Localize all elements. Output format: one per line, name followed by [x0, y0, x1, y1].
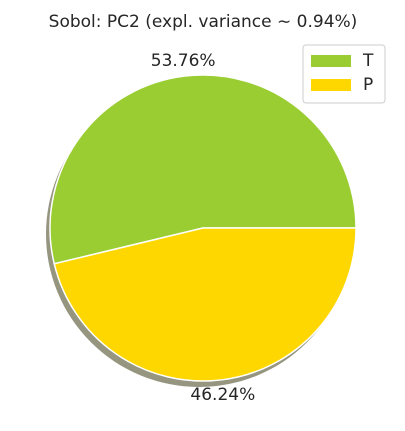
legend-label: P — [363, 75, 373, 95]
chart-title: Sobol: PC2 (expl. variance ∼ 0.94%) — [49, 12, 358, 32]
legend-swatch — [311, 55, 351, 67]
pie-slice — [49, 74, 357, 265]
value-label: 46.24% — [190, 385, 255, 405]
legend: TP — [302, 44, 386, 104]
pie-slice — [53, 227, 357, 382]
value-label: 53.76% — [151, 51, 216, 71]
legend-swatch — [311, 79, 351, 91]
legend-label: T — [362, 51, 374, 71]
